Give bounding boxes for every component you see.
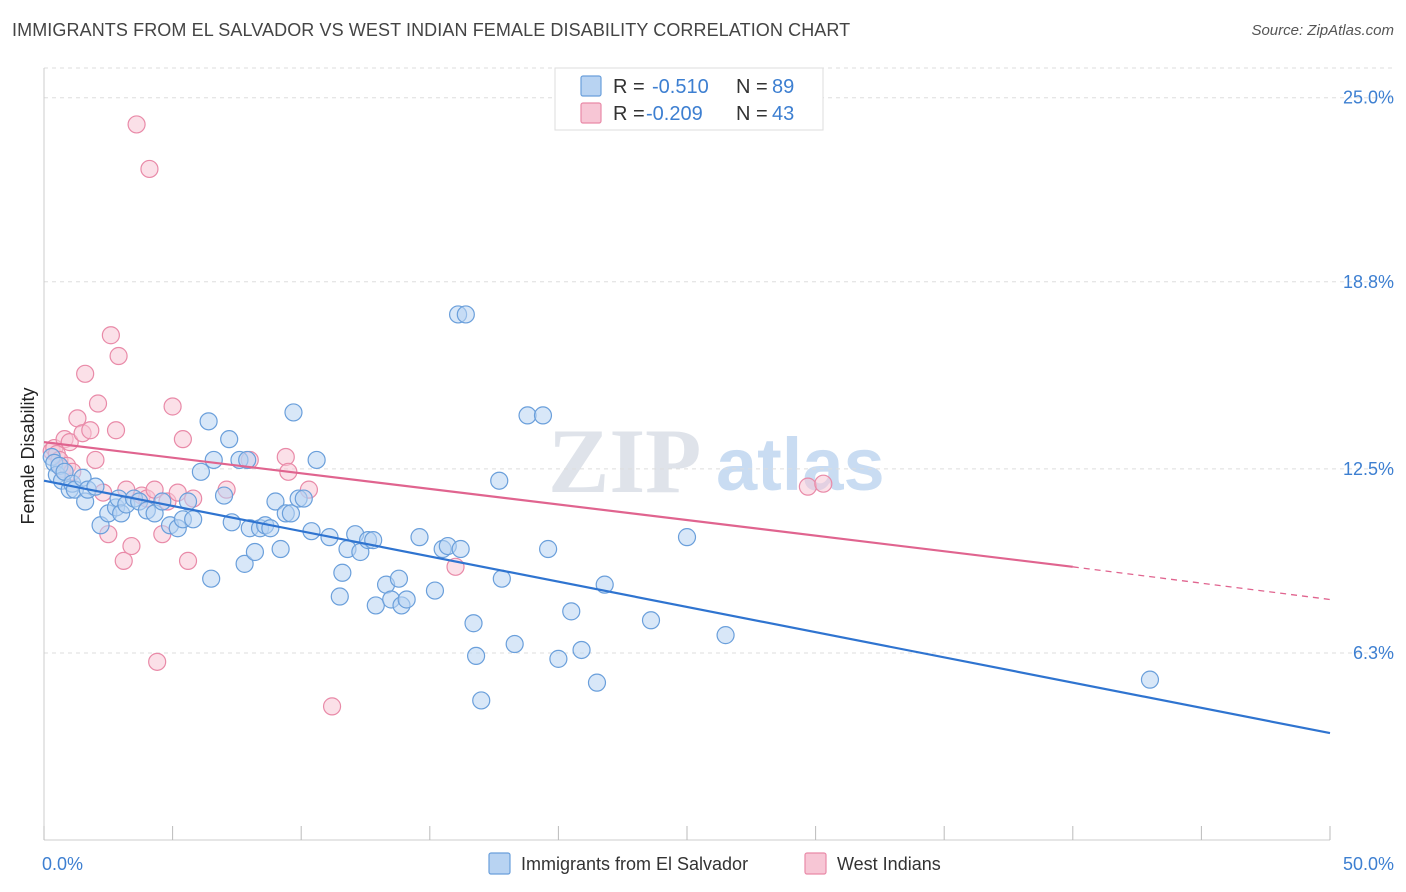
el-salvador-point (271, 539, 290, 559)
source-credit: Source: ZipAtlas.com (1251, 22, 1394, 39)
el-salvador-point (456, 305, 475, 324)
el-salvador-point (549, 649, 568, 668)
el-salvador-point (716, 626, 735, 645)
watermark-zip: ZIP (548, 410, 701, 512)
west-indians-point (86, 450, 105, 470)
west-indians-point (814, 474, 833, 493)
west-indians-point (109, 346, 128, 366)
west-indians-point (76, 364, 95, 383)
el-salvador-point (284, 403, 303, 422)
west-indians-point (127, 115, 146, 134)
legend-r-value: -0.209 (646, 103, 703, 125)
watermark-atlas: atlas (716, 423, 885, 506)
el-salvador-point (518, 406, 537, 425)
west-indians-point (81, 421, 100, 440)
el-salvador-point (451, 539, 470, 559)
y-axis-tick-labels: 6.3% 12.5% 18.8% 25.0% (1343, 88, 1394, 663)
el-salvador-point (562, 602, 581, 621)
west-indians-point (140, 159, 159, 179)
el-salvador-point (330, 587, 349, 606)
west-indians-point (101, 326, 120, 345)
el-salvador-point (307, 450, 326, 470)
legend-r-value: -0.510 (652, 76, 709, 98)
el-salvador-point (472, 691, 491, 710)
el-salvador-point (235, 554, 254, 573)
west-indians-point (178, 551, 198, 570)
y-tick-label: 18.8% (1343, 272, 1394, 292)
west-indians-trend-line (43, 441, 1073, 568)
legend-n-value: 43 (772, 103, 794, 125)
el-salvador-point (490, 471, 509, 490)
el-salvador-point (238, 450, 257, 470)
legend-r-label: R = (613, 103, 645, 125)
y-tick-label: 12.5% (1343, 459, 1394, 479)
el-salvador-point (191, 462, 210, 481)
el-salvador-point (281, 504, 301, 523)
el-salvador-trend-line (43, 479, 1331, 735)
chart-title: IMMIGRANTS FROM EL SALVADOR VS WEST INDI… (12, 20, 851, 40)
el-salvador-point (1140, 670, 1160, 689)
trend-lines (43, 441, 1331, 735)
west-indians-trend-extension (1072, 566, 1331, 601)
west-indians-point (276, 447, 295, 467)
legend-n-label: N = (736, 103, 768, 125)
el-salvador-point (333, 563, 352, 582)
el-salvador-point (533, 406, 553, 425)
west-indians-point (88, 394, 108, 413)
el-salvador-point (539, 539, 558, 559)
el-salvador-point (587, 673, 607, 692)
y-tick-label: 25.0% (1343, 88, 1394, 108)
el-salvador-point (266, 492, 285, 511)
el-salvador-point (204, 450, 223, 470)
el-salvador-point (410, 528, 429, 547)
west-indians-point (322, 697, 342, 716)
west-indians-point (114, 551, 133, 570)
el-salvador-point (199, 412, 218, 431)
y-tick-label: 6.3% (1353, 643, 1394, 663)
legend-n-value: 89 (772, 76, 794, 98)
west-indians-point (798, 477, 817, 496)
el-salvador-point (214, 486, 234, 505)
west-indians-point (122, 536, 141, 556)
el-salvador-point (366, 596, 385, 615)
west-indians-point (173, 430, 192, 449)
legend-n-label: N = (736, 76, 768, 98)
el-salvador-point (677, 528, 697, 547)
el-salvador-point (389, 569, 409, 588)
el-salvador-point (202, 569, 221, 588)
el-salvador-point (294, 489, 313, 508)
legend-swatch-west-indians (580, 102, 602, 124)
bottom-legend-label-west-indians: West Indians (837, 854, 941, 874)
el-salvador-point (425, 581, 445, 600)
x-tick-label-min: 0.0% (42, 854, 83, 874)
x-tick-label-max: 50.0% (1343, 854, 1394, 874)
correlation-legend: R = -0.510 N = 89 R = -0.209 N = 43 (554, 67, 824, 131)
y-axis-label: Female Disability (18, 387, 38, 524)
bottom-legend-label-el-salvador: Immigrants from El Salvador (521, 854, 748, 874)
el-salvador-point (261, 519, 280, 538)
west-indians-point (148, 652, 167, 671)
el-salvador-point (572, 640, 591, 660)
el-salvador-point (466, 646, 486, 666)
x-axis-ticks (43, 826, 1331, 840)
el-salvador-point (641, 611, 661, 630)
bottom-legend-swatch-west-indians (804, 852, 827, 875)
el-salvador-point (245, 542, 265, 562)
series-legend: Immigrants from El Salvador West Indians (488, 852, 941, 875)
el-salvador-point (220, 430, 239, 449)
legend-swatch-el-salvador (580, 75, 602, 97)
legend-r-label: R = (613, 76, 645, 98)
west-indians-point (106, 421, 126, 440)
el-salvador-point (464, 614, 483, 633)
series-west-indians-points (42, 115, 833, 716)
el-salvador-point (184, 510, 203, 529)
bottom-legend-swatch-el-salvador (488, 852, 511, 875)
west-indians-point (163, 397, 182, 416)
watermark: ZIP atlas (548, 410, 885, 512)
el-salvador-point (505, 634, 524, 654)
el-salvador-point (153, 492, 172, 511)
el-salvador-point (397, 590, 416, 609)
